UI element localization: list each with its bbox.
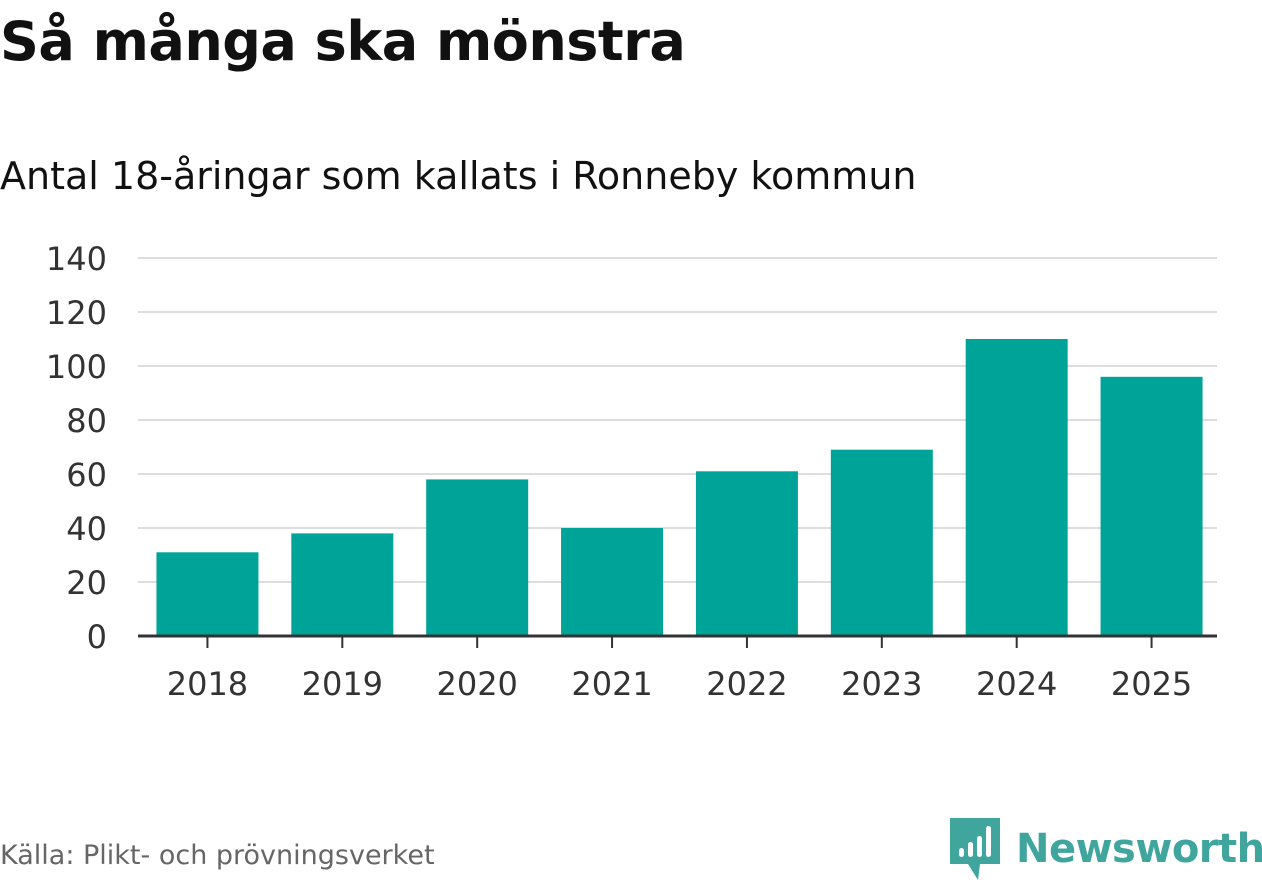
y-tick-label-40: 40 (66, 510, 107, 548)
brand-logo: Newsworthy (950, 818, 1262, 880)
y-tick-label-100: 100 (46, 348, 107, 386)
y-tick-label-140: 140 (46, 240, 107, 278)
x-tick-label-2020: 2020 (436, 665, 517, 703)
bar-chart: 0 20 40 60 80 100 120 140 2018 2019 2020 2021 2022 20… (46, 240, 1217, 703)
brand-name: Newsworthy (1016, 826, 1262, 872)
y-tick-label-0: 0 (87, 618, 107, 656)
bar-2020 (426, 479, 529, 636)
bar-2022 (695, 471, 798, 636)
bar-2018 (156, 552, 259, 636)
y-tick-label-20: 20 (66, 564, 107, 602)
x-tick-label-2024: 2024 (976, 665, 1057, 703)
source-note: Källa: Plikt- och prövningsverket (0, 840, 435, 871)
x-tick-label-2019: 2019 (302, 665, 383, 703)
newsworthy-logo-icon (950, 818, 1000, 880)
chart-subtitle: Antal 18-åringar som kallats i Ronneby k… (0, 154, 917, 198)
bar-2019 (291, 533, 394, 636)
x-tick-label-2021: 2021 (571, 665, 652, 703)
bar-2024 (965, 339, 1068, 636)
x-tick-label-2023: 2023 (841, 665, 922, 703)
chart-title: Så många ska mönstra (0, 10, 686, 73)
x-tick-label-2025: 2025 (1111, 665, 1192, 703)
x-tick-label-2018: 2018 (167, 665, 248, 703)
bar-2025 (1100, 376, 1203, 636)
bar-2023 (830, 449, 933, 636)
bar-2021 (561, 528, 664, 636)
y-tick-label-60: 60 (66, 456, 107, 494)
x-tick-label-2022: 2022 (706, 665, 787, 703)
y-tick-label-80: 80 (66, 402, 107, 440)
y-tick-label-120: 120 (46, 294, 107, 332)
